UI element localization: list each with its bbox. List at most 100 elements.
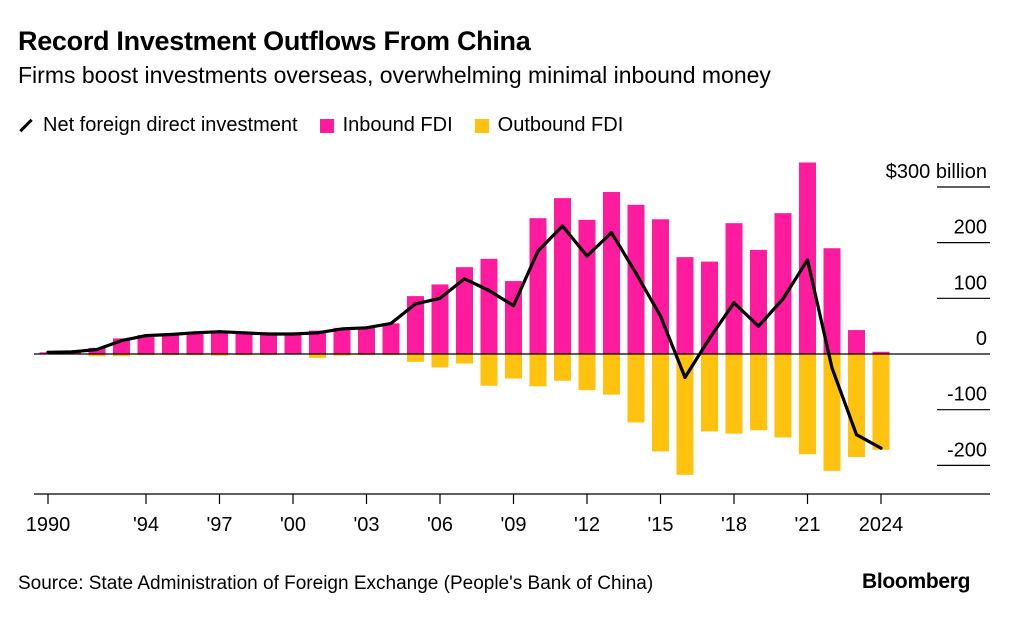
inbound-bar bbox=[284, 332, 302, 354]
x-tick-label: '09 bbox=[500, 514, 526, 536]
y-tick-label: -200 bbox=[947, 439, 987, 461]
y-tick-label: 100 bbox=[954, 272, 987, 294]
inbound-bar bbox=[848, 330, 865, 354]
net-fdi-point bbox=[756, 324, 761, 328]
inbound-bar bbox=[333, 327, 351, 354]
x-tick-label: '97 bbox=[206, 514, 232, 536]
net-fdi-point bbox=[242, 331, 246, 335]
outbound-bar bbox=[456, 354, 473, 364]
inbound-bar bbox=[676, 257, 694, 354]
net-fdi-point bbox=[291, 332, 295, 336]
outbound-bar bbox=[725, 354, 743, 434]
inbound-bar bbox=[211, 330, 228, 354]
net-fdi-point bbox=[364, 326, 369, 330]
inbound-bar bbox=[480, 258, 498, 354]
legend-item-inbound: Inbound FDI bbox=[319, 114, 453, 137]
net-fdi-points bbox=[46, 224, 883, 450]
outbound-bar bbox=[652, 354, 669, 452]
outbound-bar bbox=[872, 354, 890, 450]
x-tick-label: '21 bbox=[794, 514, 820, 536]
bloomberg-logo: Bloomberg bbox=[862, 570, 971, 593]
x-tick-label: '12 bbox=[574, 514, 600, 536]
net-fdi-point bbox=[46, 350, 50, 354]
outbound-bar bbox=[333, 354, 351, 356]
net-fdi-point bbox=[732, 301, 736, 305]
net-fdi-point bbox=[144, 334, 148, 338]
x-tick-label: 1990 bbox=[26, 514, 71, 536]
y-tick-label: 0 bbox=[976, 328, 987, 350]
inbound-bar bbox=[260, 332, 277, 354]
x-tick-label: '18 bbox=[721, 514, 747, 536]
x-tick-label: '06 bbox=[427, 514, 453, 536]
net-fdi-point bbox=[560, 224, 565, 228]
net-fdi-point bbox=[487, 288, 491, 293]
chart-title: Record Investment Outflows From China bbox=[18, 26, 531, 56]
inbound-bar bbox=[137, 335, 155, 354]
outbound-bar bbox=[407, 354, 424, 362]
x-tick-label: '15 bbox=[647, 514, 673, 536]
net-fdi-point bbox=[70, 350, 75, 354]
x-tick-label: 2024 bbox=[859, 514, 904, 536]
outbound-bar bbox=[750, 354, 767, 431]
net-fdi-point bbox=[193, 331, 197, 335]
net-fdi-point bbox=[609, 231, 614, 235]
inbound-bar bbox=[186, 332, 204, 354]
inbound-bar bbox=[872, 351, 890, 354]
outbound-bar bbox=[701, 354, 718, 432]
net-fdi-point bbox=[634, 271, 638, 275]
net-fdi-point bbox=[168, 332, 173, 337]
net-fdi-point bbox=[536, 249, 540, 253]
net-fdi-point bbox=[830, 366, 834, 370]
inbound-bar bbox=[309, 330, 326, 354]
net-fdi-point bbox=[119, 339, 124, 343]
legend-swatch-outbound bbox=[474, 118, 489, 133]
inbound-bar bbox=[774, 213, 792, 354]
inbound-bar bbox=[725, 223, 743, 354]
outbound-bar bbox=[578, 354, 596, 391]
net-fdi-point bbox=[413, 302, 418, 306]
legend-label-net: Net foreign direct investment bbox=[43, 114, 298, 136]
net-fdi-point bbox=[389, 321, 393, 325]
inbound-bar bbox=[358, 327, 375, 354]
outbound-bar bbox=[848, 354, 865, 457]
outbound-bar bbox=[505, 354, 522, 379]
legend-swatch-inbound bbox=[319, 118, 334, 133]
x-tick-label: '94 bbox=[133, 514, 159, 536]
outbound-bar bbox=[554, 354, 571, 381]
inbound-bar bbox=[554, 198, 571, 354]
inbound-bar bbox=[823, 248, 841, 354]
net-fdi-point bbox=[438, 296, 442, 300]
inbound-bar bbox=[382, 323, 400, 354]
net-fdi-point bbox=[340, 327, 344, 331]
y-tick-label: $300 billion bbox=[886, 161, 987, 183]
outbound-bar bbox=[627, 354, 645, 423]
inbound-bar bbox=[750, 249, 767, 354]
source-note: Source: State Administration of Foreign … bbox=[18, 573, 654, 594]
outbound-bar bbox=[431, 354, 449, 368]
net-fdi-point bbox=[658, 314, 663, 318]
x-tick-label: '03 bbox=[353, 514, 379, 536]
net-fdi-point bbox=[707, 336, 712, 341]
net-fdi-point bbox=[879, 446, 883, 450]
inbound-bar bbox=[456, 267, 473, 354]
outbound-bar bbox=[603, 354, 620, 395]
bars-group bbox=[39, 162, 890, 475]
net-fdi-point bbox=[462, 277, 467, 281]
legend-label-inbound: Inbound FDI bbox=[342, 114, 453, 136]
net-fdi-point bbox=[683, 375, 687, 379]
net-fdi-point bbox=[95, 347, 99, 352]
outbound-bar bbox=[113, 354, 130, 357]
net-fdi-point bbox=[511, 303, 516, 308]
y-tick-label: -100 bbox=[947, 384, 987, 406]
outbound-bar bbox=[799, 354, 816, 455]
outbound-bar bbox=[774, 354, 792, 438]
inbound-bar bbox=[235, 332, 253, 354]
outbound-bar bbox=[480, 354, 498, 386]
outbound-bar bbox=[88, 354, 106, 357]
net-fdi-point bbox=[266, 332, 271, 336]
net-fdi-point bbox=[585, 254, 589, 258]
outbound-bar bbox=[676, 354, 694, 475]
inbound-bar bbox=[431, 284, 449, 354]
inbound-bar bbox=[603, 192, 620, 354]
